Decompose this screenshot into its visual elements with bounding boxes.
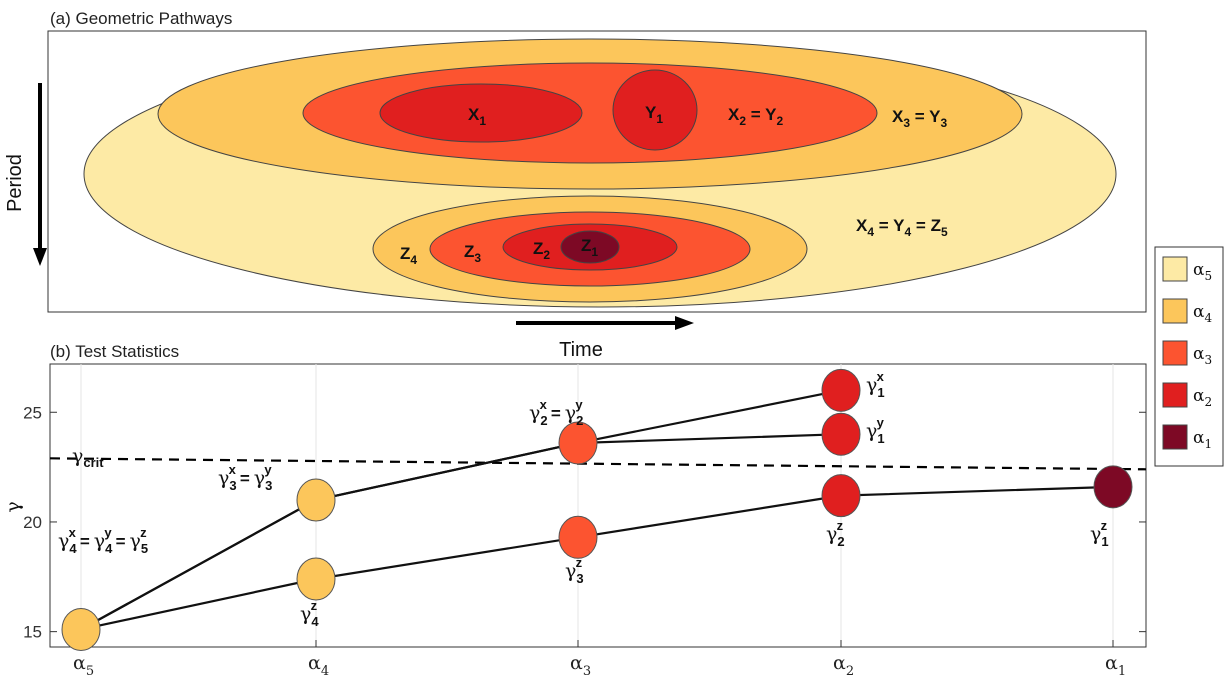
time-label: Time	[559, 339, 603, 361]
x-tick-label-α3: α3	[570, 652, 591, 675]
point-labels: γ4x = γ4y = γ5z γ3x = γ3y γ4z γ2x = γ2y γ3z γ1x …	[58, 369, 1109, 629]
label-g4z: γ4z	[300, 598, 319, 629]
data-point-4	[558, 421, 598, 465]
label-z3: Z3	[464, 242, 481, 265]
label-g3z: γ3z	[565, 555, 584, 586]
label-z1: Z1	[581, 236, 598, 259]
label-x2-y2: X2 = Y2	[728, 105, 783, 128]
data-point-7	[821, 412, 861, 456]
label-g2z: γ2z	[826, 518, 845, 549]
y-tick-label: 20	[23, 513, 42, 532]
panel-b-title: (b) Test Statistics	[50, 342, 179, 361]
label-z4: Z4	[400, 244, 417, 267]
label-g3x-g3y: γ3x = γ3y	[218, 462, 272, 493]
legend-label-alpha1: α1	[1193, 428, 1212, 451]
legend-swatch-alpha3	[1162, 340, 1188, 366]
panel-a-title: (a) Geometric Pathways	[50, 9, 232, 28]
legend-swatch-alpha5	[1162, 256, 1188, 282]
y-tick-label: 15	[23, 623, 42, 642]
data-point-6	[821, 368, 861, 412]
crit-label: γcrit	[72, 445, 104, 470]
critical-line	[49, 457, 1147, 471]
x-tick-label-α2: α2	[833, 652, 854, 675]
period-arrow	[33, 83, 47, 266]
y-axis-title: γ	[2, 501, 24, 512]
data-point-8	[821, 474, 861, 518]
legend-swatch-alpha2	[1162, 382, 1188, 408]
data-point-2	[296, 478, 336, 522]
data-point-9	[1093, 465, 1133, 509]
data-point-5	[558, 515, 598, 559]
period-label: Period	[4, 154, 26, 212]
region-x1	[379, 83, 583, 143]
label-z2: Z2	[533, 239, 550, 262]
plot-frame	[49, 363, 1147, 648]
legend-swatch-alpha4	[1162, 298, 1188, 324]
legend-swatch-alpha1	[1162, 424, 1188, 450]
region-z1	[560, 230, 620, 264]
legend-label-alpha3: α3	[1193, 344, 1212, 367]
legend-label-alpha5: α5	[1193, 260, 1212, 283]
region-map	[83, 38, 1117, 308]
region-y1	[612, 69, 698, 151]
y-tick-label: 25	[23, 403, 42, 422]
label-g1y: γ1y	[866, 415, 885, 446]
legend: α5 α4 α3 α2 α1	[1154, 246, 1224, 467]
x-tick-label-α5: α5	[73, 652, 94, 675]
label-x1: X1	[468, 105, 486, 128]
label-g2x-g2y: γ2x = γ2y	[529, 397, 583, 428]
label-g4x-g4y-g5z: γ4x = γ4y = γ5z	[58, 525, 148, 556]
time-arrow	[516, 316, 694, 330]
x-tick-label-α4: α4	[308, 652, 329, 675]
legend-label-alpha2: α2	[1193, 386, 1212, 409]
data-point-1	[61, 607, 101, 651]
region-labels: X1 Y1 X2 = Y2 X3 = Y3 X4 = Y4 = Z5 Z4 Z3…	[400, 103, 948, 267]
data-point-3	[296, 557, 336, 601]
label-g1z: γ1z	[1090, 518, 1109, 549]
label-g1x: γ1x	[866, 369, 885, 400]
x-tick-label-α1: α1	[1105, 652, 1126, 675]
label-y1: Y1	[645, 103, 663, 126]
series-line-2	[80, 433, 842, 631]
label-x3-y3: X3 = Y3	[892, 107, 947, 130]
label-x4-y4-z5: X4 = Y4 = Z5	[856, 216, 948, 239]
legend-label-alpha4: α4	[1193, 302, 1212, 325]
